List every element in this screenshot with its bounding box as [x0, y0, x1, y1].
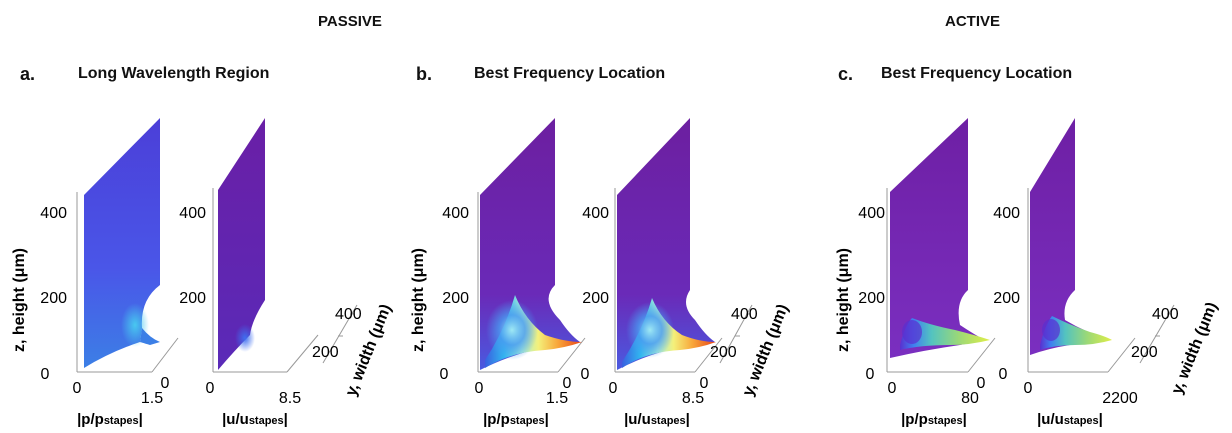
panel-a-ylabel: z, height (μm) — [11, 248, 28, 352]
section-title-passive: PASSIVE — [318, 13, 382, 30]
section-title-active: ACTIVE — [945, 13, 1001, 30]
width-tick-200: 200 — [1131, 344, 1158, 361]
z-tick-200: 200 — [442, 290, 469, 307]
z-tick-400: 400 — [582, 205, 609, 222]
panel-b-plot-pressure: 400 200 0 0 1.5 0 |p/pstapes| — [440, 118, 586, 428]
z-tick-200: 200 — [858, 290, 885, 307]
panel-b-plot-velocity: 400 200 0 0 8.5 0 |u/ustapes| — [581, 118, 723, 428]
panel-a-width-axis: 200 400 y, width (μm) — [312, 302, 395, 399]
z-tick-400: 400 — [442, 205, 469, 222]
depth-tick-0: 0 — [161, 375, 170, 392]
z-tick-0: 0 — [581, 366, 590, 383]
z-tick-200: 200 — [179, 290, 206, 307]
z-tick-200: 200 — [993, 290, 1020, 307]
width-tick-400: 400 — [1152, 306, 1179, 323]
depth-tick-0: 0 — [700, 375, 709, 392]
x-tick-max: 8.5 — [682, 390, 704, 407]
panel-b-width-axis: 200 400 y, width (μm) — [710, 302, 792, 399]
width-tick-200: 200 — [710, 344, 737, 361]
x-label-pressure: |p/pstapes| — [901, 411, 967, 428]
depth-tick-0: 0 — [563, 375, 572, 392]
panel-c-ylabel: z, height (μm) — [835, 248, 852, 352]
width-tick-400: 400 — [335, 306, 362, 323]
z-tick-0: 0 — [41, 366, 50, 383]
x-tick-0: 0 — [1024, 380, 1033, 397]
x-tick-0: 0 — [609, 380, 618, 397]
panel-a-title: Long Wavelength Region — [78, 65, 270, 82]
panel-b-ylabel: z, height (μm) — [410, 248, 427, 352]
panel-b-title: Best Frequency Location — [474, 65, 666, 82]
panel-c-plot-velocity: 400 200 0 0 2200 |u/ustapes| — [993, 118, 1138, 428]
x-label-pressure: |p/pstapes| — [77, 411, 143, 428]
z-tick-400: 400 — [993, 205, 1020, 222]
panel-a-letter: a. — [20, 64, 36, 84]
x-tick-max: 1.5 — [546, 390, 568, 407]
z-tick-200: 200 — [40, 290, 67, 307]
z-tick-400: 400 — [40, 205, 67, 222]
depth-tick-0: 0 — [977, 375, 986, 392]
panel-b-letter: b. — [416, 64, 432, 84]
x-tick-max: 2200 — [1102, 390, 1138, 407]
x-tick-0: 0 — [888, 380, 897, 397]
panel-c-plot-pressure: 400 200 0 0 80 0 |p/pstapes| — [858, 118, 996, 428]
x-tick-max: 80 — [961, 390, 979, 407]
panel-a-plot-velocity: 400 200 0 8.5 |u/ustapes| — [179, 118, 319, 428]
z-tick-0: 0 — [440, 366, 449, 383]
x-tick-0: 0 — [73, 380, 82, 397]
x-label-pressure: |p/pstapes| — [483, 411, 549, 428]
x-tick-0: 0 — [206, 380, 215, 397]
x-tick-max: 1.5 — [141, 390, 163, 407]
panel-c-width-axis: 200 400 y, width (μm) — [1131, 300, 1221, 397]
x-label-velocity: |u/ustapes| — [222, 411, 288, 428]
width-tick-200: 200 — [312, 344, 339, 361]
panel-c-title: Best Frequency Location — [881, 65, 1073, 82]
panel-c-letter: c. — [838, 64, 854, 84]
x-label-velocity: |u/ustapes| — [1037, 411, 1103, 428]
x-tick-max: 8.5 — [279, 390, 301, 407]
z-tick-0: 0 — [866, 366, 875, 383]
z-tick-200: 200 — [582, 290, 609, 307]
z-tick-0: 0 — [999, 366, 1008, 383]
panel-a-plot-pressure: 400 200 0 0 1.5 0 |p/pstapes| — [40, 118, 179, 428]
z-tick-400: 400 — [858, 205, 885, 222]
x-tick-0: 0 — [475, 380, 484, 397]
x-label-velocity: |u/ustapes| — [624, 411, 690, 428]
z-tick-400: 400 — [179, 205, 206, 222]
width-tick-400: 400 — [731, 306, 758, 323]
